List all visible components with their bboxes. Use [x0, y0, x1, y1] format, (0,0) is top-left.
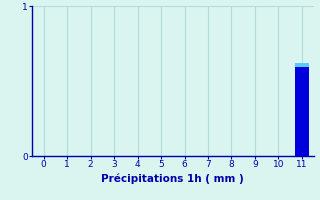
Bar [295, 63, 309, 156]
Bar [295, 63, 309, 67]
X-axis label: Précipitations 1h ( mm ): Précipitations 1h ( mm ) [101, 173, 244, 184]
